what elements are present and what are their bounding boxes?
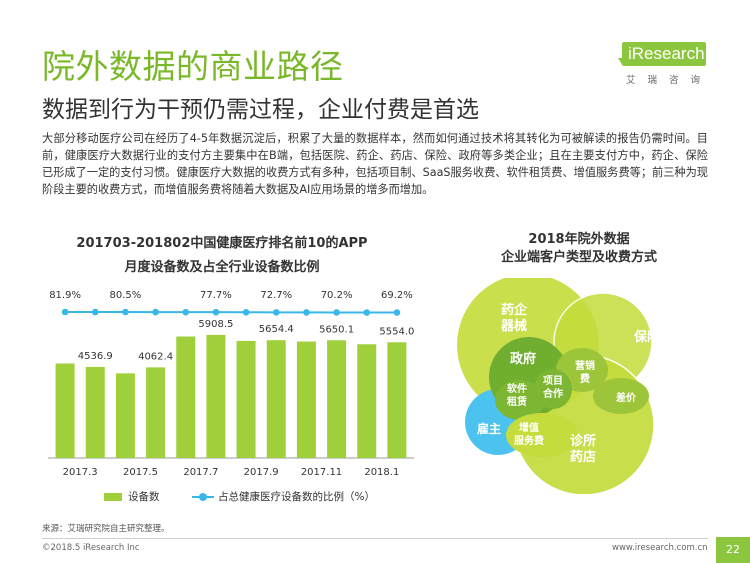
bar [327,340,347,458]
venn-label-software: 软件租赁 [507,382,527,408]
footer-url: www.iresearch.com.cn [612,543,708,553]
footer-copyright: ©2018.5 iResearch Inc [42,543,140,553]
logo-brand: iResearch [618,42,706,66]
page-subtitle: 数据到行为干预仍需过程，企业付费是首选 [42,97,479,123]
bar [146,367,166,458]
venn-title-line1: 2018年院外数据 [528,232,630,247]
legend-swatch-devices [104,493,122,501]
bar [296,341,316,458]
bar-value-label: 4062.4 [138,351,173,362]
x-tick-label: 2017.7 [183,467,218,478]
x-tick-label: 2017.11 [301,467,342,478]
ratio-point [303,309,310,316]
ratio-point [272,309,280,316]
logo-tagline: 艾瑞咨询 [626,75,713,86]
x-tick-label: 2017.3 [63,467,98,478]
venn-overlap-software [495,380,545,420]
bar [206,334,226,458]
bar [357,344,377,458]
ratio-value-label: 69.2% [381,290,413,301]
footer-divider [42,538,708,539]
venn-label-government: 政府 [510,351,536,367]
x-tick-label: 2017.5 [123,467,158,478]
ratio-point [61,308,69,316]
page-number: 22 [716,537,750,563]
ratio-point [122,308,129,316]
venn-diagram: 药企器械保险诊所药店 雇主 政府营销费项目合作软件租赁增值服务费 差价 [457,278,661,494]
bar-value-label: 4536.9 [78,351,113,362]
bar [266,340,286,458]
bar [115,373,135,458]
chart-title-line1: 201703-201802中国健康医疗排名前10的APP [76,236,368,251]
ratio-value-label: 80.5% [110,290,142,301]
x-tick-label: 2018.1 [364,467,399,478]
venn-overlap-value-added [506,413,578,457]
venn-label-pharma: 药企器械 [500,302,528,334]
venn-overlap-margin [593,378,649,414]
bar [55,363,75,458]
venn-title-line2: 企业端客户类型及收费方式 [500,250,657,265]
bar [387,342,407,458]
ratio-point [91,308,99,316]
ratio-value-label: 81.9% [49,290,81,301]
bar-value-label: 5554.0 [379,326,414,337]
venn-label-employer: 雇主 [477,421,501,436]
venn-label-clinic: 诊所药店 [570,433,596,465]
ratio-point [363,309,371,316]
x-tick-label: 2017.9 [244,467,279,478]
venn-label-insurance: 保险 [633,329,661,345]
ratio-value-label: 72.7% [260,290,292,301]
venn-label-value-added: 增值服务费 [514,421,544,447]
venn-label-margin: 差价 [616,391,637,404]
source-note: 来源：艾瑞研究院自主研究整理。 [42,524,170,534]
page-title: 院外数据的商业路径 [42,47,344,86]
chart-title-line2: 月度设备数及占全行业设备数比例 [124,260,320,275]
bar-value-label: 5908.5 [198,319,233,330]
venn-label-marketing-fee: 营销费 [575,359,595,385]
ratio-point [182,308,190,316]
venn-label-project: 项目合作 [542,375,563,400]
legend-label-devices: 设备数 [128,491,160,503]
bar [236,340,256,458]
ratio-point [152,308,159,316]
legend-swatch-ratio-dot [199,493,207,501]
ratio-point [393,309,401,316]
legend-label-ratio: 占总健康医疗设备数的比例（%） [218,491,375,503]
ratio-line [65,311,397,314]
ratio-point [212,308,220,316]
bar-value-label: 5650.1 [319,324,354,335]
bar [176,336,196,458]
bar [85,366,105,458]
ratio-value-label: 70.2% [321,290,353,301]
ratio-point [242,308,250,316]
ratio-point [333,309,340,316]
iresearch-logo: iResearch 艾瑞咨询 [616,42,711,88]
bar-value-label: 5654.4 [259,324,294,335]
bar-line-chart: 4536.9 4062.4 5908.5 5654.4 5650.1 5554.0 81.9… [48,290,414,478]
intro-paragraph: 大部分移动医疗公司在经历了4-5年数据沉淀后，积累了大量的数据样本，然而如何通过… [42,132,708,196]
ratio-value-label: 77.7% [200,290,232,301]
